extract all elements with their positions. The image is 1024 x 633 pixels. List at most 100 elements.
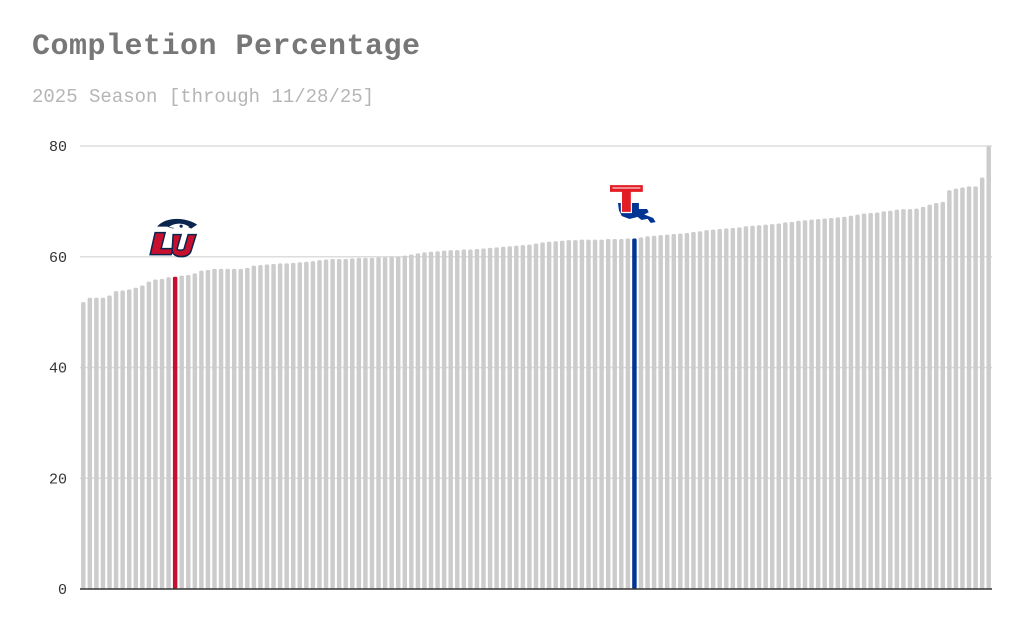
bar [671, 234, 677, 590]
bar [842, 216, 847, 589]
bar [540, 242, 545, 589]
bar [697, 231, 703, 589]
bar [133, 287, 138, 589]
bar [848, 215, 854, 589]
bar [815, 219, 821, 589]
liberty-logo-icon [149, 218, 198, 258]
bar [579, 239, 585, 589]
bar [960, 187, 965, 589]
bar [166, 277, 171, 589]
bar [973, 186, 978, 590]
bar [199, 270, 204, 589]
bar [474, 249, 480, 589]
bar [861, 213, 867, 589]
y-tick-label: 40 [49, 361, 67, 378]
bar [153, 279, 158, 589]
bar [776, 223, 781, 589]
bar [947, 190, 952, 590]
bar [415, 253, 421, 589]
bar [120, 290, 125, 589]
bar [809, 219, 814, 589]
bar [586, 239, 591, 589]
louisiana-tech-logo-icon [608, 183, 658, 225]
bar [737, 227, 742, 589]
bar [940, 201, 946, 589]
bar [730, 227, 736, 589]
bar [245, 267, 250, 589]
bar [212, 268, 217, 589]
bar [291, 262, 296, 589]
bar [934, 203, 939, 590]
bar [369, 257, 375, 589]
bar [625, 238, 631, 590]
bar [382, 257, 388, 589]
bar [343, 258, 348, 589]
bar [927, 204, 932, 589]
bar [297, 262, 303, 589]
bar [829, 217, 834, 590]
bar [894, 209, 900, 589]
chart-title: Completion Percentage [32, 30, 421, 64]
bar [304, 261, 309, 589]
bar [94, 297, 99, 589]
bar [186, 275, 191, 589]
highlight-bar [172, 276, 178, 589]
bar [271, 263, 276, 589]
highlight-bar [632, 238, 637, 590]
bar [717, 229, 722, 589]
bar [783, 222, 788, 590]
bar [520, 245, 526, 589]
bar [100, 297, 106, 589]
bar [507, 246, 512, 590]
bar [612, 239, 617, 589]
bar [914, 208, 919, 589]
bar [231, 268, 237, 589]
bar [546, 241, 552, 590]
bar [874, 212, 880, 589]
y-tick-label: 20 [49, 471, 67, 488]
bar [953, 188, 959, 589]
bar [599, 239, 604, 589]
bar [238, 268, 243, 589]
bar [566, 240, 572, 589]
bar [428, 251, 434, 589]
bar [743, 226, 749, 590]
bar [192, 273, 198, 589]
bar [881, 211, 886, 589]
bar [527, 244, 532, 589]
bar [691, 231, 696, 589]
bar [704, 230, 709, 590]
bar [455, 250, 460, 590]
bar [710, 229, 716, 589]
bar [225, 268, 230, 589]
bar [756, 225, 762, 589]
y-tick-label: 60 [49, 250, 67, 267]
bar [966, 186, 972, 590]
bar [514, 245, 519, 589]
bar [638, 237, 644, 589]
bar [868, 213, 873, 589]
bar [179, 275, 184, 589]
bar [330, 258, 335, 589]
bar [461, 249, 467, 590]
bar [350, 258, 355, 589]
bar [251, 265, 257, 589]
bar [146, 281, 152, 589]
bar [409, 254, 414, 590]
bar [592, 239, 598, 589]
bar [605, 239, 611, 589]
bar [979, 177, 985, 589]
bar [487, 247, 493, 589]
bar [356, 257, 362, 589]
bar [533, 243, 539, 589]
bar [888, 210, 893, 590]
team-logos [149, 183, 658, 258]
bar [363, 257, 368, 589]
y-tick-label: 0 [58, 582, 67, 599]
bar [448, 250, 453, 590]
bar [317, 260, 322, 589]
bar [107, 295, 112, 589]
bar [205, 270, 211, 589]
chart-subtitle: 2025 Season [through 11/28/25] [32, 86, 375, 108]
